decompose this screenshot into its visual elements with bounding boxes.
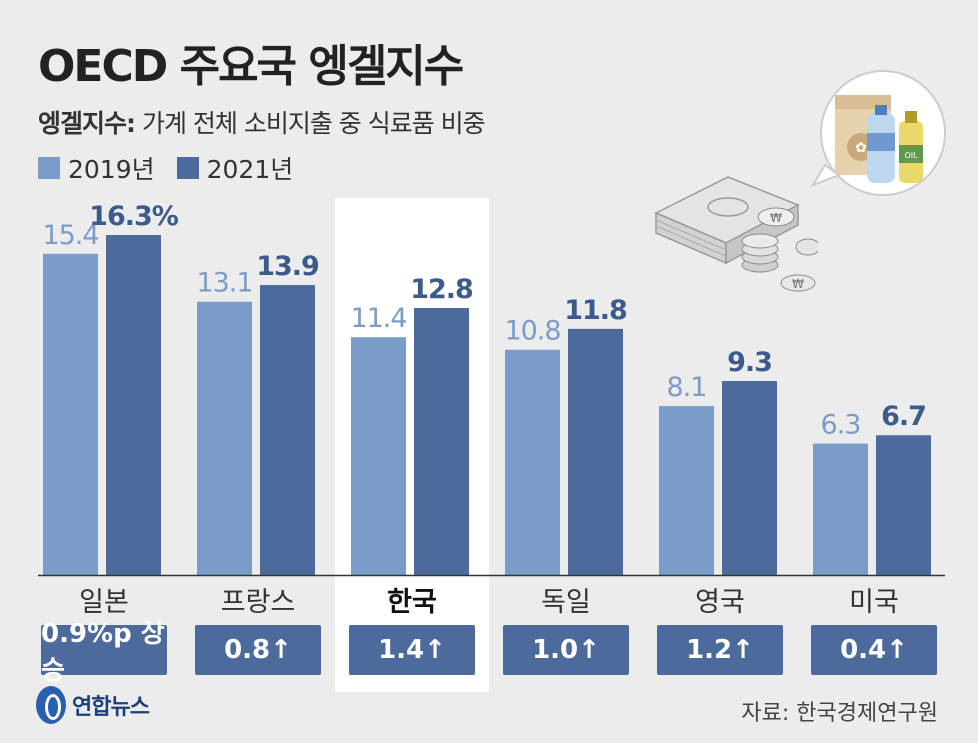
bar-2019-0 — [43, 253, 98, 575]
value-label-2021-0: 16.3% — [89, 201, 179, 232]
subtitle-definition: 가계 전체 소비지출 중 식료품 비중 — [135, 109, 486, 138]
value-label-2021-4: 9.3 — [727, 347, 772, 378]
country-label-0: 일본 — [79, 587, 129, 618]
change-badge-5: 0.4↑ — [811, 625, 937, 675]
legend-swatch-2021 — [176, 157, 199, 179]
bar-2019-5 — [813, 443, 868, 575]
page-title: OECD 주요국 엥겔지수 — [38, 41, 464, 92]
value-label-2019-1: 13.1 — [196, 268, 252, 299]
svg-text:₩: ₩ — [770, 211, 782, 225]
country-label-5: 미국 — [849, 587, 899, 618]
legend-item-2019: 2019년 — [38, 150, 155, 186]
legend: 2019년 2021년 — [38, 150, 315, 186]
source-note: 자료: 한국경제연구원 — [741, 701, 938, 726]
country-label-3: 독일 — [541, 587, 591, 618]
bar-2021-1 — [260, 285, 315, 575]
change-badge-2: 1.4↑ — [349, 625, 475, 675]
value-label-2021-5: 6.7 — [881, 401, 926, 432]
value-label-2021-3: 11.8 — [564, 295, 627, 326]
yonhap-logo-icon — [36, 686, 66, 724]
subtitle: 엥겔지수: 가계 전체 소비지출 중 식료품 비중 — [38, 104, 486, 140]
oil-bottle-icon: OIL — [899, 111, 923, 183]
bar-2019-1 — [197, 301, 252, 575]
legend-label-2021: 2021년 — [206, 155, 294, 184]
logo-text: 연합뉴스 — [72, 695, 150, 720]
value-label-2019-3: 10.8 — [504, 316, 560, 347]
change-badge-4: 1.2↑ — [657, 625, 783, 675]
svg-text:₩: ₩ — [792, 277, 804, 291]
bar-2021-3 — [568, 328, 623, 575]
bar-2021-2 — [414, 308, 469, 575]
yonhap-logo: 연합뉴스 — [36, 686, 150, 724]
bar-2019-2 — [351, 337, 406, 575]
country-label-1: 프랑스 — [220, 587, 296, 618]
legend-swatch-2019 — [38, 157, 60, 179]
value-label-2021-2: 12.8 — [410, 274, 473, 305]
bar-2021-4 — [722, 381, 777, 575]
money-coins-illustration: ₩ ₩ — [654, 176, 818, 292]
groceries-bubble-illustration: ✿ OIL — [810, 70, 946, 196]
bar-2019-3 — [505, 349, 560, 575]
coin-stack-icon: ₩ ₩ — [741, 207, 818, 292]
bar-2021-0 — [106, 235, 161, 575]
value-label-2019-0: 15.4 — [42, 220, 98, 251]
subtitle-term: 엥겔지수: — [38, 109, 136, 138]
change-badge-0: 0.9%p 상승 — [41, 619, 167, 686]
value-label-2021-1: 13.9 — [256, 251, 319, 282]
change-badge-3: 1.0↑ — [503, 625, 629, 675]
change-badge-1: 0.8↑ — [195, 625, 321, 675]
value-label-2019-2: 11.4 — [350, 303, 406, 334]
value-label-2019-5: 6.3 — [821, 410, 861, 441]
legend-item-2021: 2021년 — [176, 150, 294, 186]
bar-2019-4 — [659, 406, 714, 575]
water-bottle-icon — [867, 105, 895, 183]
svg-text:✿: ✿ — [855, 140, 867, 156]
country-label-4: 영국 — [695, 587, 745, 618]
svg-text:OIL: OIL — [904, 151, 918, 160]
legend-label-2019: 2019년 — [68, 155, 155, 184]
bar-2021-5 — [876, 435, 931, 575]
country-label-2: 한국 — [387, 587, 437, 618]
value-label-2019-4: 8.1 — [667, 372, 707, 403]
